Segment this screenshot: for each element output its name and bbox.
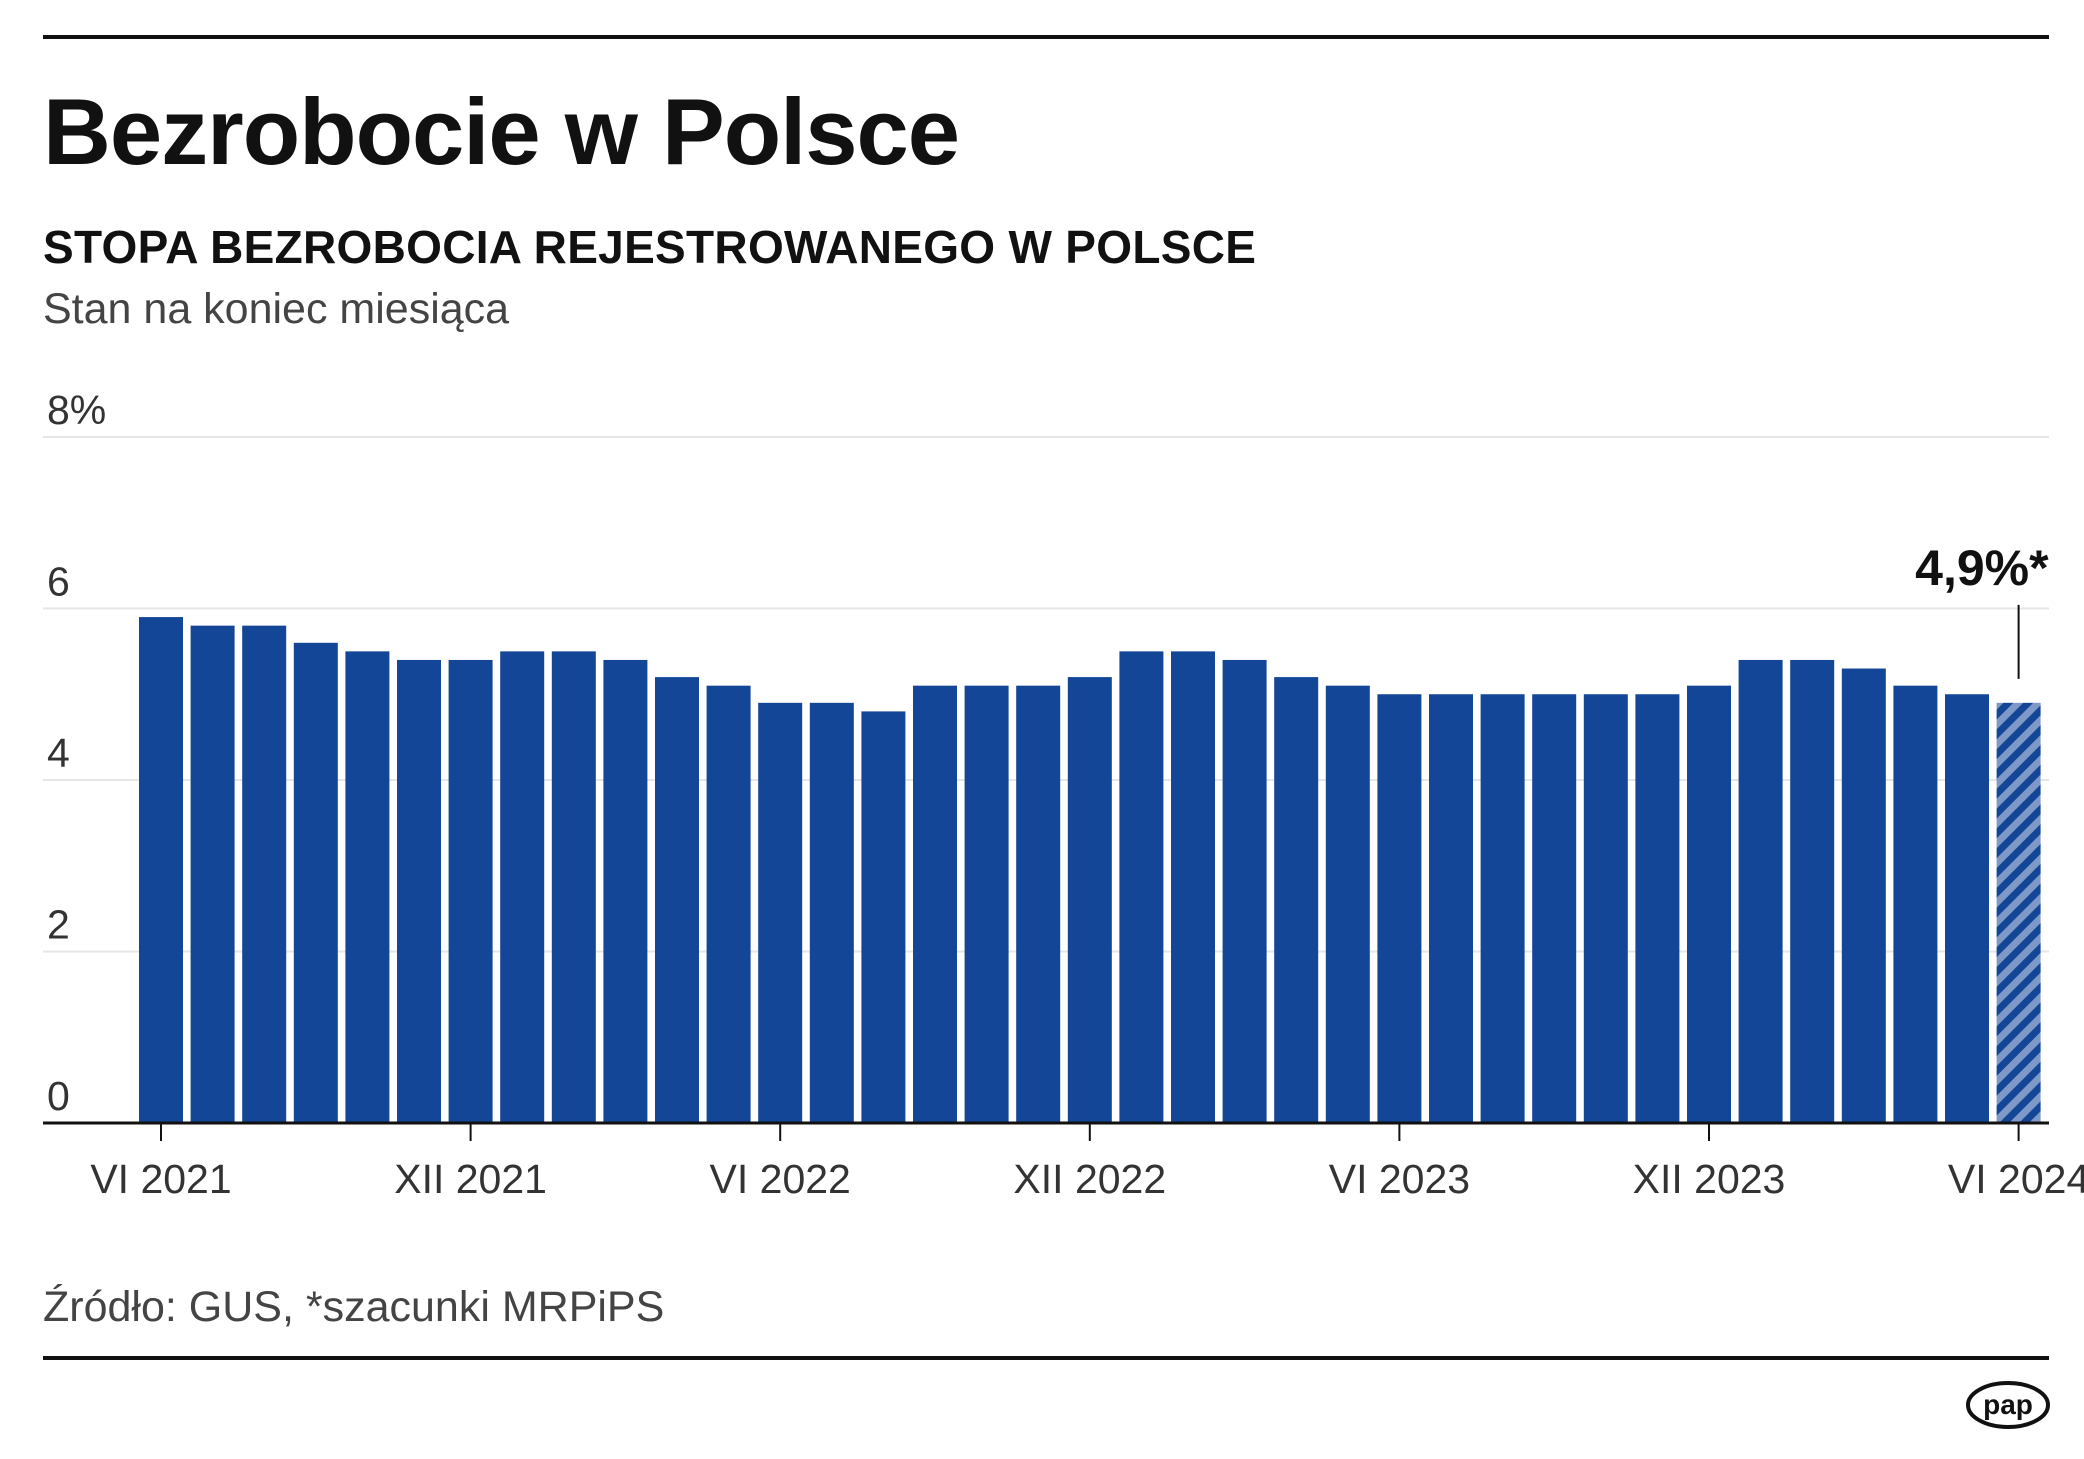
bar xyxy=(1893,685,1938,1123)
annotation-value: 4,9%* xyxy=(1915,540,2049,596)
x-axis xyxy=(43,1121,2049,1141)
bar xyxy=(1480,694,1525,1123)
bar xyxy=(809,702,854,1123)
bar xyxy=(1377,694,1422,1123)
chart-subtitle: STOPA BEZROBOCIA REJESTROWANEGO W POLSCE xyxy=(43,221,1257,273)
bar-estimate xyxy=(1996,702,2041,1123)
labels: 0 2 4 6 8% VI 2021 XII 2021 VI 2022 XII 2022 VI 2… xyxy=(47,387,2084,1202)
bar xyxy=(1222,659,1267,1123)
bar xyxy=(190,625,235,1123)
bar xyxy=(293,642,338,1123)
bar xyxy=(1274,677,1319,1123)
chart-title: Bezrobocie w Polsce xyxy=(43,79,960,184)
bar xyxy=(603,659,648,1123)
bar xyxy=(1583,694,1628,1123)
bar xyxy=(397,659,441,1123)
bar xyxy=(964,685,1009,1123)
x-tick-label: VI 2022 xyxy=(710,1156,851,1202)
y-tick-label: 2 xyxy=(47,902,70,948)
bar xyxy=(1325,685,1370,1123)
bar xyxy=(706,685,751,1123)
y-tick-label: 0 xyxy=(47,1073,70,1119)
bottom-rule xyxy=(43,1356,2049,1360)
bar xyxy=(758,702,803,1123)
bar xyxy=(1738,659,1783,1123)
bar xyxy=(1790,659,1835,1123)
bar xyxy=(1016,685,1061,1123)
source-note: Źródło: GUS, *szacunki MRPiPS xyxy=(43,1283,665,1331)
x-tick-label: XII 2022 xyxy=(1013,1156,1166,1202)
x-tick-label: VI 2021 xyxy=(90,1156,231,1202)
logo-text: pap xyxy=(1983,1389,2033,1420)
pap-logo: pap xyxy=(1966,1381,2050,1429)
bar xyxy=(139,617,183,1123)
x-tick-label: VI 2024 xyxy=(1948,1156,2084,1202)
bars xyxy=(139,617,2041,1123)
bar xyxy=(1429,694,1473,1123)
bar xyxy=(242,625,287,1123)
bar xyxy=(1532,694,1577,1123)
bar xyxy=(861,711,906,1123)
bar xyxy=(1067,677,1112,1123)
y-tick-label: 6 xyxy=(47,559,70,605)
bar xyxy=(345,651,390,1123)
x-tick-label: VI 2023 xyxy=(1329,1156,1470,1202)
bar xyxy=(1841,668,1886,1123)
top-rule xyxy=(43,35,2049,39)
bar xyxy=(500,651,545,1123)
bar xyxy=(1635,694,1680,1123)
bar xyxy=(1945,694,1989,1123)
bar xyxy=(551,651,596,1123)
bar xyxy=(913,685,957,1123)
y-tick-label: 4 xyxy=(47,730,70,776)
bar xyxy=(1171,651,1215,1123)
bar-chart: 0 2 4 6 8% VI 2021 XII 2021 VI 2022 XII 2022 VI 2… xyxy=(43,387,2084,1202)
bar xyxy=(655,677,699,1123)
chart-note: Stan na koniec miesiąca xyxy=(43,285,510,333)
bar xyxy=(448,659,493,1123)
bar xyxy=(1687,685,1731,1123)
x-tick-label: XII 2023 xyxy=(1633,1156,1786,1202)
y-tick-label: 8% xyxy=(47,387,106,433)
bar xyxy=(1119,651,1164,1123)
x-tick-label: XII 2021 xyxy=(394,1156,547,1202)
